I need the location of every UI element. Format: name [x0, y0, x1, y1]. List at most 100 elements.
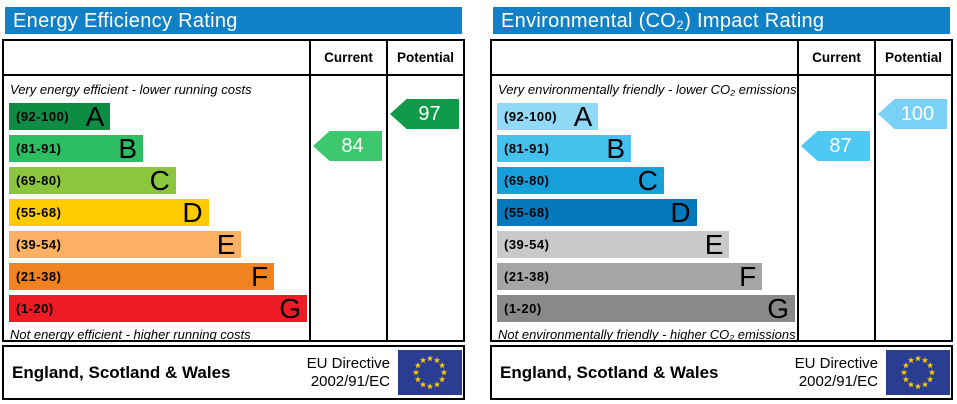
- band-range-label: (39-54): [504, 237, 550, 252]
- band-letter: E: [704, 229, 724, 260]
- band-range-label: (55-68): [504, 205, 550, 220]
- band-g-bar: (1-20) G: [9, 293, 307, 324]
- band-row-f: (21-38) F: [9, 261, 307, 292]
- band-range-label: (69-80): [16, 173, 62, 188]
- current-rating-value: 87: [829, 134, 852, 157]
- eu-directive-line1: EU Directive: [794, 354, 878, 372]
- band-range-label: (69-80): [504, 173, 550, 188]
- band-letter: B: [118, 133, 138, 164]
- environmental-rating-table: Current Potential Very environmentally f…: [490, 39, 953, 342]
- table-header-row: Current Potential: [4, 41, 463, 76]
- band-letter: E: [216, 229, 236, 260]
- rating-bands-column: Very environmentally friendly - lower CO…: [492, 76, 797, 342]
- bottom-note: Not energy efficient - higher running co…: [10, 327, 251, 342]
- band-letter: F: [739, 261, 757, 292]
- band-range-label: (92-100): [504, 109, 558, 124]
- eu-flag-icon: [886, 350, 950, 395]
- band-c-bar: (69-80) C: [497, 165, 664, 196]
- band-range-label: (92-100): [16, 109, 70, 124]
- energy-panel-title: Energy Efficiency Rating: [5, 7, 462, 34]
- band-row-g: (1-20) G: [497, 293, 795, 324]
- band-letter: G: [279, 293, 301, 324]
- band-row-c: (69-80) C: [9, 165, 307, 196]
- band-letter: D: [670, 197, 691, 228]
- current-column-header: Current: [309, 41, 386, 74]
- band-range-label: (21-38): [504, 269, 550, 284]
- table-header-row: Current Potential: [492, 41, 951, 76]
- band-f-bar: (21-38) F: [497, 261, 763, 292]
- band-letter: C: [149, 165, 170, 196]
- band-letter: C: [637, 165, 658, 196]
- potential-column: 97: [386, 76, 463, 340]
- current-column-header: Current: [797, 41, 874, 74]
- band-row-d: (55-68) D: [9, 197, 307, 228]
- environmental-panel-title: Environmental (CO₂) Impact Rating: [493, 7, 950, 34]
- band-range-label: (55-68): [16, 205, 62, 220]
- band-row-e: (39-54) E: [497, 229, 795, 260]
- band-a-bar: (92-100) A: [497, 101, 599, 132]
- band-row-g: (1-20) G: [9, 293, 307, 324]
- eu-directive-line2: 2002/91/EC: [798, 372, 878, 390]
- bottom-note: Not environmentally friendly - higher CO…: [498, 327, 796, 342]
- current-column: 87: [797, 76, 874, 340]
- bands-list: (92-100) A (81-91) B (69: [4, 101, 309, 324]
- band-letter: A: [85, 101, 105, 132]
- current-column: 84: [309, 76, 386, 340]
- band-letter: G: [767, 293, 789, 324]
- eu-directive-line1: EU Directive: [306, 354, 390, 372]
- eu-flag-icon: [398, 350, 462, 395]
- current-rating-arrow: 87: [801, 131, 870, 161]
- table-body: Very environmentally friendly - lower CO…: [492, 76, 951, 342]
- band-c-bar: (69-80) C: [9, 165, 176, 196]
- panel-footer: England, Scotland & Wales EU Directive 2…: [2, 345, 465, 400]
- band-b-bar: (81-91) B: [9, 133, 144, 164]
- energy-rating-table: Current Potential Very energy efficient …: [2, 39, 465, 342]
- potential-rating-arrow: 97: [390, 99, 459, 129]
- band-row-a: (92-100) A: [9, 101, 307, 132]
- top-note: Very environmentally friendly - lower CO…: [498, 82, 797, 97]
- band-letter: F: [251, 261, 269, 292]
- potential-column-header: Potential: [386, 41, 463, 74]
- table-body: Very energy efficient - lower running co…: [4, 76, 463, 342]
- band-range-label: (1-20): [504, 301, 542, 316]
- band-a-bar: (92-100) A: [9, 101, 111, 132]
- energy-efficiency-panel: Energy Efficiency Rating Current Potenti…: [0, 0, 467, 400]
- eu-directive-label: EU Directive 2002/91/EC: [307, 355, 390, 391]
- top-note: Very energy efficient - lower running co…: [10, 82, 252, 97]
- band-range-label: (1-20): [16, 301, 54, 316]
- eu-directive-line2: 2002/91/EC: [310, 372, 390, 390]
- current-rating-arrow: 84: [313, 131, 382, 161]
- band-range-label: (81-91): [16, 141, 62, 156]
- band-row-b: (81-91) B: [497, 133, 795, 164]
- band-e-bar: (39-54) E: [497, 229, 730, 260]
- band-row-f: (21-38) F: [497, 261, 795, 292]
- band-range-label: (21-38): [16, 269, 62, 284]
- potential-rating-arrow: 100: [878, 99, 947, 129]
- header-spacer: [4, 41, 309, 74]
- band-letter: D: [182, 197, 203, 228]
- band-letter: B: [606, 133, 626, 164]
- band-d-bar: (55-68) D: [497, 197, 697, 228]
- band-row-e: (39-54) E: [9, 229, 307, 260]
- panel-footer: England, Scotland & Wales EU Directive 2…: [490, 345, 953, 400]
- current-rating-value: 84: [341, 134, 364, 157]
- bands-list: (92-100) A (81-91) B (69: [492, 101, 797, 324]
- band-letter: A: [573, 101, 593, 132]
- band-range-label: (39-54): [16, 237, 62, 252]
- band-e-bar: (39-54) E: [9, 229, 242, 260]
- band-row-a: (92-100) A: [497, 101, 795, 132]
- region-label: England, Scotland & Wales: [500, 362, 719, 382]
- potential-column: 100: [874, 76, 951, 340]
- potential-rating-value: 100: [900, 102, 935, 125]
- rating-bands-column: Very energy efficient - lower running co…: [4, 76, 309, 342]
- band-b-bar: (81-91) B: [497, 133, 632, 164]
- band-g-bar: (1-20) G: [497, 293, 795, 324]
- environmental-impact-panel: Environmental (CO₂) Impact Rating Curren…: [488, 0, 955, 400]
- potential-column-header: Potential: [874, 41, 951, 74]
- header-spacer: [492, 41, 797, 74]
- band-range-label: (81-91): [504, 141, 550, 156]
- band-row-c: (69-80) C: [497, 165, 795, 196]
- eu-directive-label: EU Directive 2002/91/EC: [795, 355, 878, 391]
- band-row-b: (81-91) B: [9, 133, 307, 164]
